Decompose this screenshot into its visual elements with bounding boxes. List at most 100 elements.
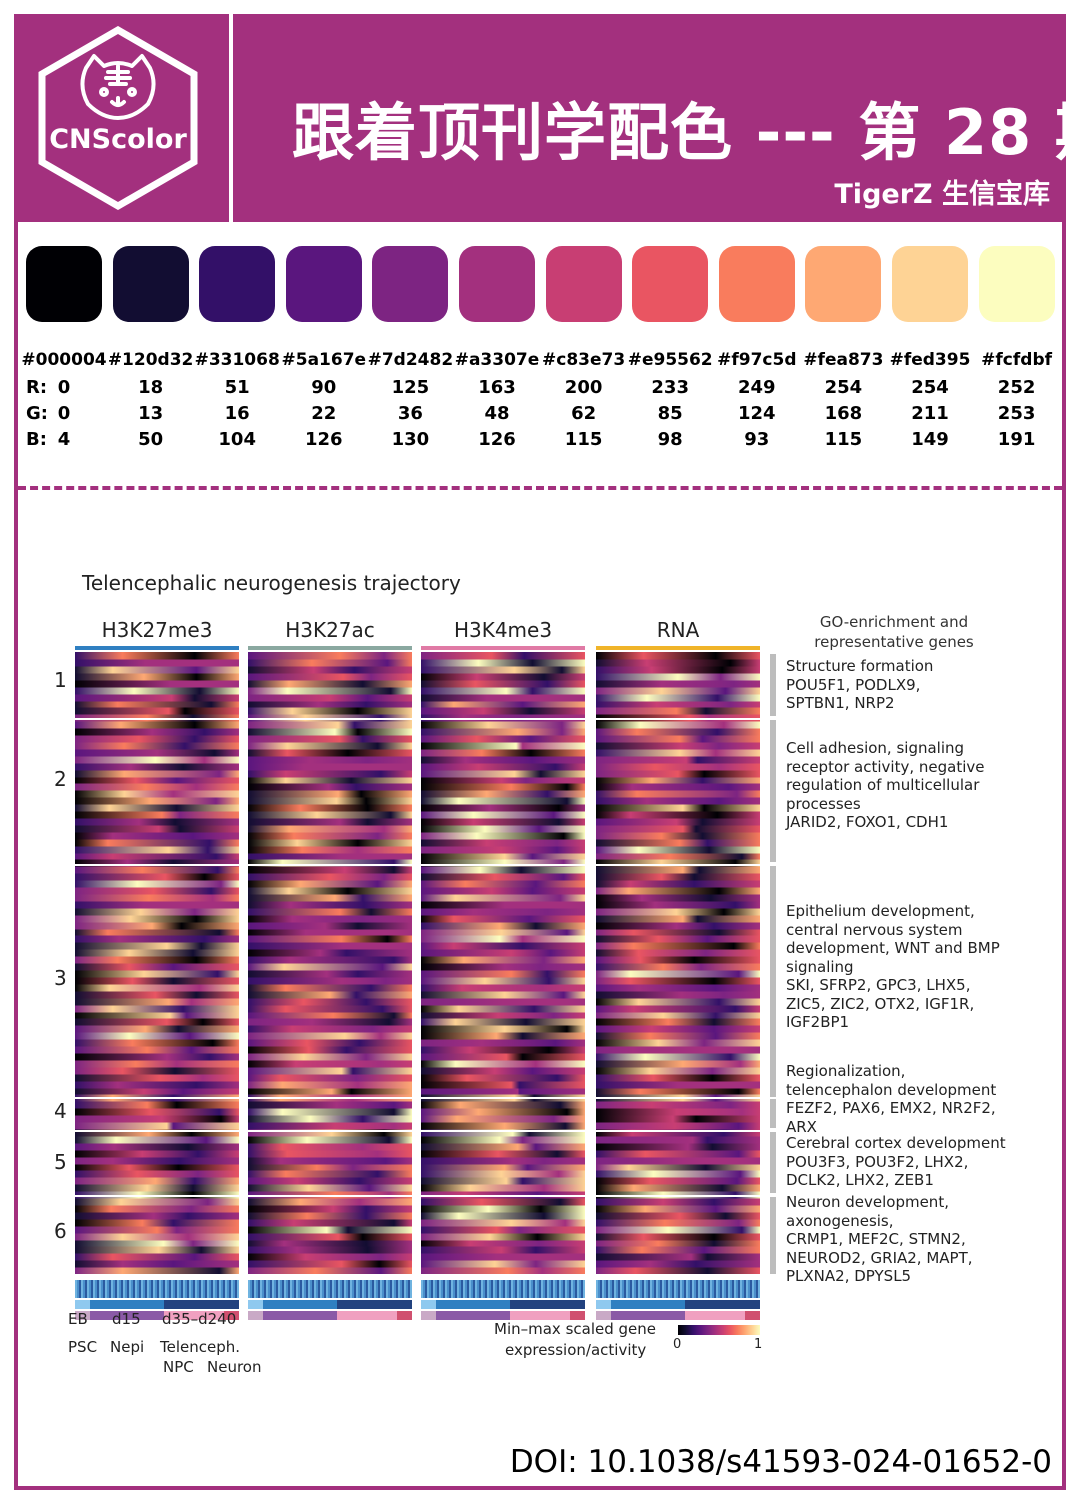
- color-swatch: [372, 246, 449, 322]
- go-bracket: [770, 866, 776, 1097]
- r-label: R:: [26, 377, 48, 398]
- rgb-value-r: 0: [57, 377, 71, 398]
- go-term-line: SKI, SFRP2, GPC3, LHX5,: [786, 976, 971, 994]
- sample-annotation-bars: [248, 1280, 412, 1328]
- rgb-value-b: 130: [391, 429, 430, 450]
- go-term-block: Neuron development, axonogenesis, CRMP1, M…: [786, 1193, 1046, 1286]
- go-term-block: Cerebral cortex development POU3F3, POU3F…: [786, 1134, 1046, 1190]
- hex-code: #fed395: [889, 350, 971, 370]
- rgb-value-g: 16: [224, 403, 250, 424]
- color-swatch: [199, 246, 276, 322]
- go-bracket: [770, 654, 776, 716]
- go-term-line: regulation of multicellular: [786, 776, 980, 794]
- cluster-separator: [421, 718, 585, 720]
- heatmap-panel: [75, 652, 239, 1274]
- sample-annotation-bars: [421, 1280, 585, 1328]
- page-title: 跟着顶刊学配色 --- 第 28 期: [292, 96, 1080, 169]
- rgb-value-b: 191: [997, 429, 1036, 450]
- color-swatch: [112, 246, 189, 322]
- color-swatch: [718, 246, 795, 322]
- heatmap-panel: [248, 652, 412, 1274]
- cluster-separator: [75, 1130, 239, 1132]
- go-term-line: Regionalization,: [786, 1062, 906, 1080]
- cluster-number: 4: [54, 1099, 67, 1123]
- rgb-value-r: 252: [997, 377, 1036, 398]
- doi-text: DOI: 10.1038/s41593-024-01652-0: [509, 1444, 1052, 1480]
- color-swatch: [285, 246, 362, 322]
- rgb-value-g: 211: [911, 403, 949, 424]
- hex-code: #7d2482: [367, 350, 454, 370]
- go-header-line: GO-enrichment and: [819, 613, 969, 631]
- heatmap-panel: [596, 652, 760, 1274]
- cluster-separator: [596, 1097, 760, 1099]
- rgb-value-r: 233: [651, 377, 689, 398]
- rgb-value-g: 22: [311, 403, 337, 424]
- cluster-separator: [421, 1097, 585, 1099]
- color-swatch: [892, 246, 968, 322]
- rgb-value-b: 149: [911, 429, 949, 450]
- go-term-line: POU5F1, PODLX9,: [786, 675, 921, 694]
- rgb-value-b: 50: [138, 429, 164, 450]
- column-color-bar: [421, 646, 585, 650]
- b-label: B:: [26, 429, 47, 450]
- sample-annotation-bars: [75, 1280, 239, 1328]
- cluster-separator: [596, 1195, 760, 1197]
- go-term-line: ARX: [786, 1117, 817, 1136]
- column-label: RNA: [656, 618, 700, 642]
- g-label: G:: [26, 403, 48, 424]
- rgb-value-g: 0: [57, 403, 71, 424]
- hex-code: #331068: [194, 350, 280, 370]
- color-swatch: [545, 246, 622, 322]
- time-label-d15: d15: [112, 1310, 141, 1328]
- column-color-bar: [248, 646, 412, 650]
- cell-label-npc: NPC: [163, 1358, 194, 1376]
- hex-code: #000004: [21, 350, 107, 370]
- cluster-separator: [248, 718, 412, 720]
- rgb-value-g: 253: [997, 403, 1036, 424]
- sample-annotation-bars: [596, 1280, 760, 1328]
- hex-code: #c83e73: [542, 350, 626, 370]
- go-bracket: [770, 1099, 776, 1128]
- go-term-line: Neuron development,: [786, 1193, 949, 1211]
- logo-text: CNScolor: [49, 124, 187, 155]
- rgb-value-r: 163: [478, 377, 516, 398]
- rgb-value-g: 48: [484, 403, 510, 424]
- go-term-line: signaling: [786, 957, 854, 976]
- go-term-line: processes: [786, 794, 861, 813]
- rgb-value-g: 124: [738, 403, 776, 424]
- rgb-value-b: 115: [824, 429, 863, 450]
- column-color-bar: [75, 646, 239, 650]
- legend-max: 1: [754, 1337, 763, 1352]
- cluster-number: 2: [54, 767, 67, 791]
- legend-min: 0: [673, 1337, 682, 1352]
- cluster-separator: [75, 1195, 239, 1197]
- cluster-separator: [248, 1130, 412, 1132]
- column-label: H3K4me3: [453, 618, 553, 642]
- rgb-value-r: 254: [911, 377, 949, 398]
- tiger-logo-icon: [38, 26, 198, 210]
- go-term-line: IGF2BP1: [786, 1013, 850, 1031]
- rgb-value-r: 254: [824, 377, 863, 398]
- go-term-line: axonogenesis,: [786, 1211, 894, 1230]
- hex-code: #5a167e: [281, 350, 367, 370]
- go-term-block: Cell adhesion, signaling receptor activit…: [786, 739, 1046, 832]
- go-header-line: representative genes: [814, 633, 974, 651]
- rgb-value-g: 168: [824, 403, 863, 424]
- rgb-value-b: 115: [564, 429, 603, 450]
- time-label-d35: d35–d240: [162, 1310, 237, 1328]
- rgb-value-b: 126: [305, 429, 343, 450]
- cluster-separator: [248, 864, 412, 866]
- rgb-value-g: 62: [571, 403, 597, 424]
- cluster-number: 5: [54, 1150, 67, 1174]
- legend-colorbar: [678, 1325, 760, 1335]
- cell-label-psc: PSC: [68, 1338, 98, 1356]
- rgb-value-r: 90: [311, 377, 337, 398]
- go-term-line: POU3F3, POU3F2, LHX2,: [786, 1152, 969, 1171]
- time-label-eb: EB: [68, 1310, 88, 1328]
- go-term-line: DCLK2, LHX2, ZEB1: [786, 1171, 934, 1189]
- cluster-separator: [421, 1130, 585, 1132]
- cluster-number: 6: [54, 1219, 67, 1243]
- go-term-line: telencephalon development: [786, 1080, 997, 1099]
- hex-code: #e95562: [627, 350, 713, 370]
- column-label: H3K27me3: [101, 618, 213, 642]
